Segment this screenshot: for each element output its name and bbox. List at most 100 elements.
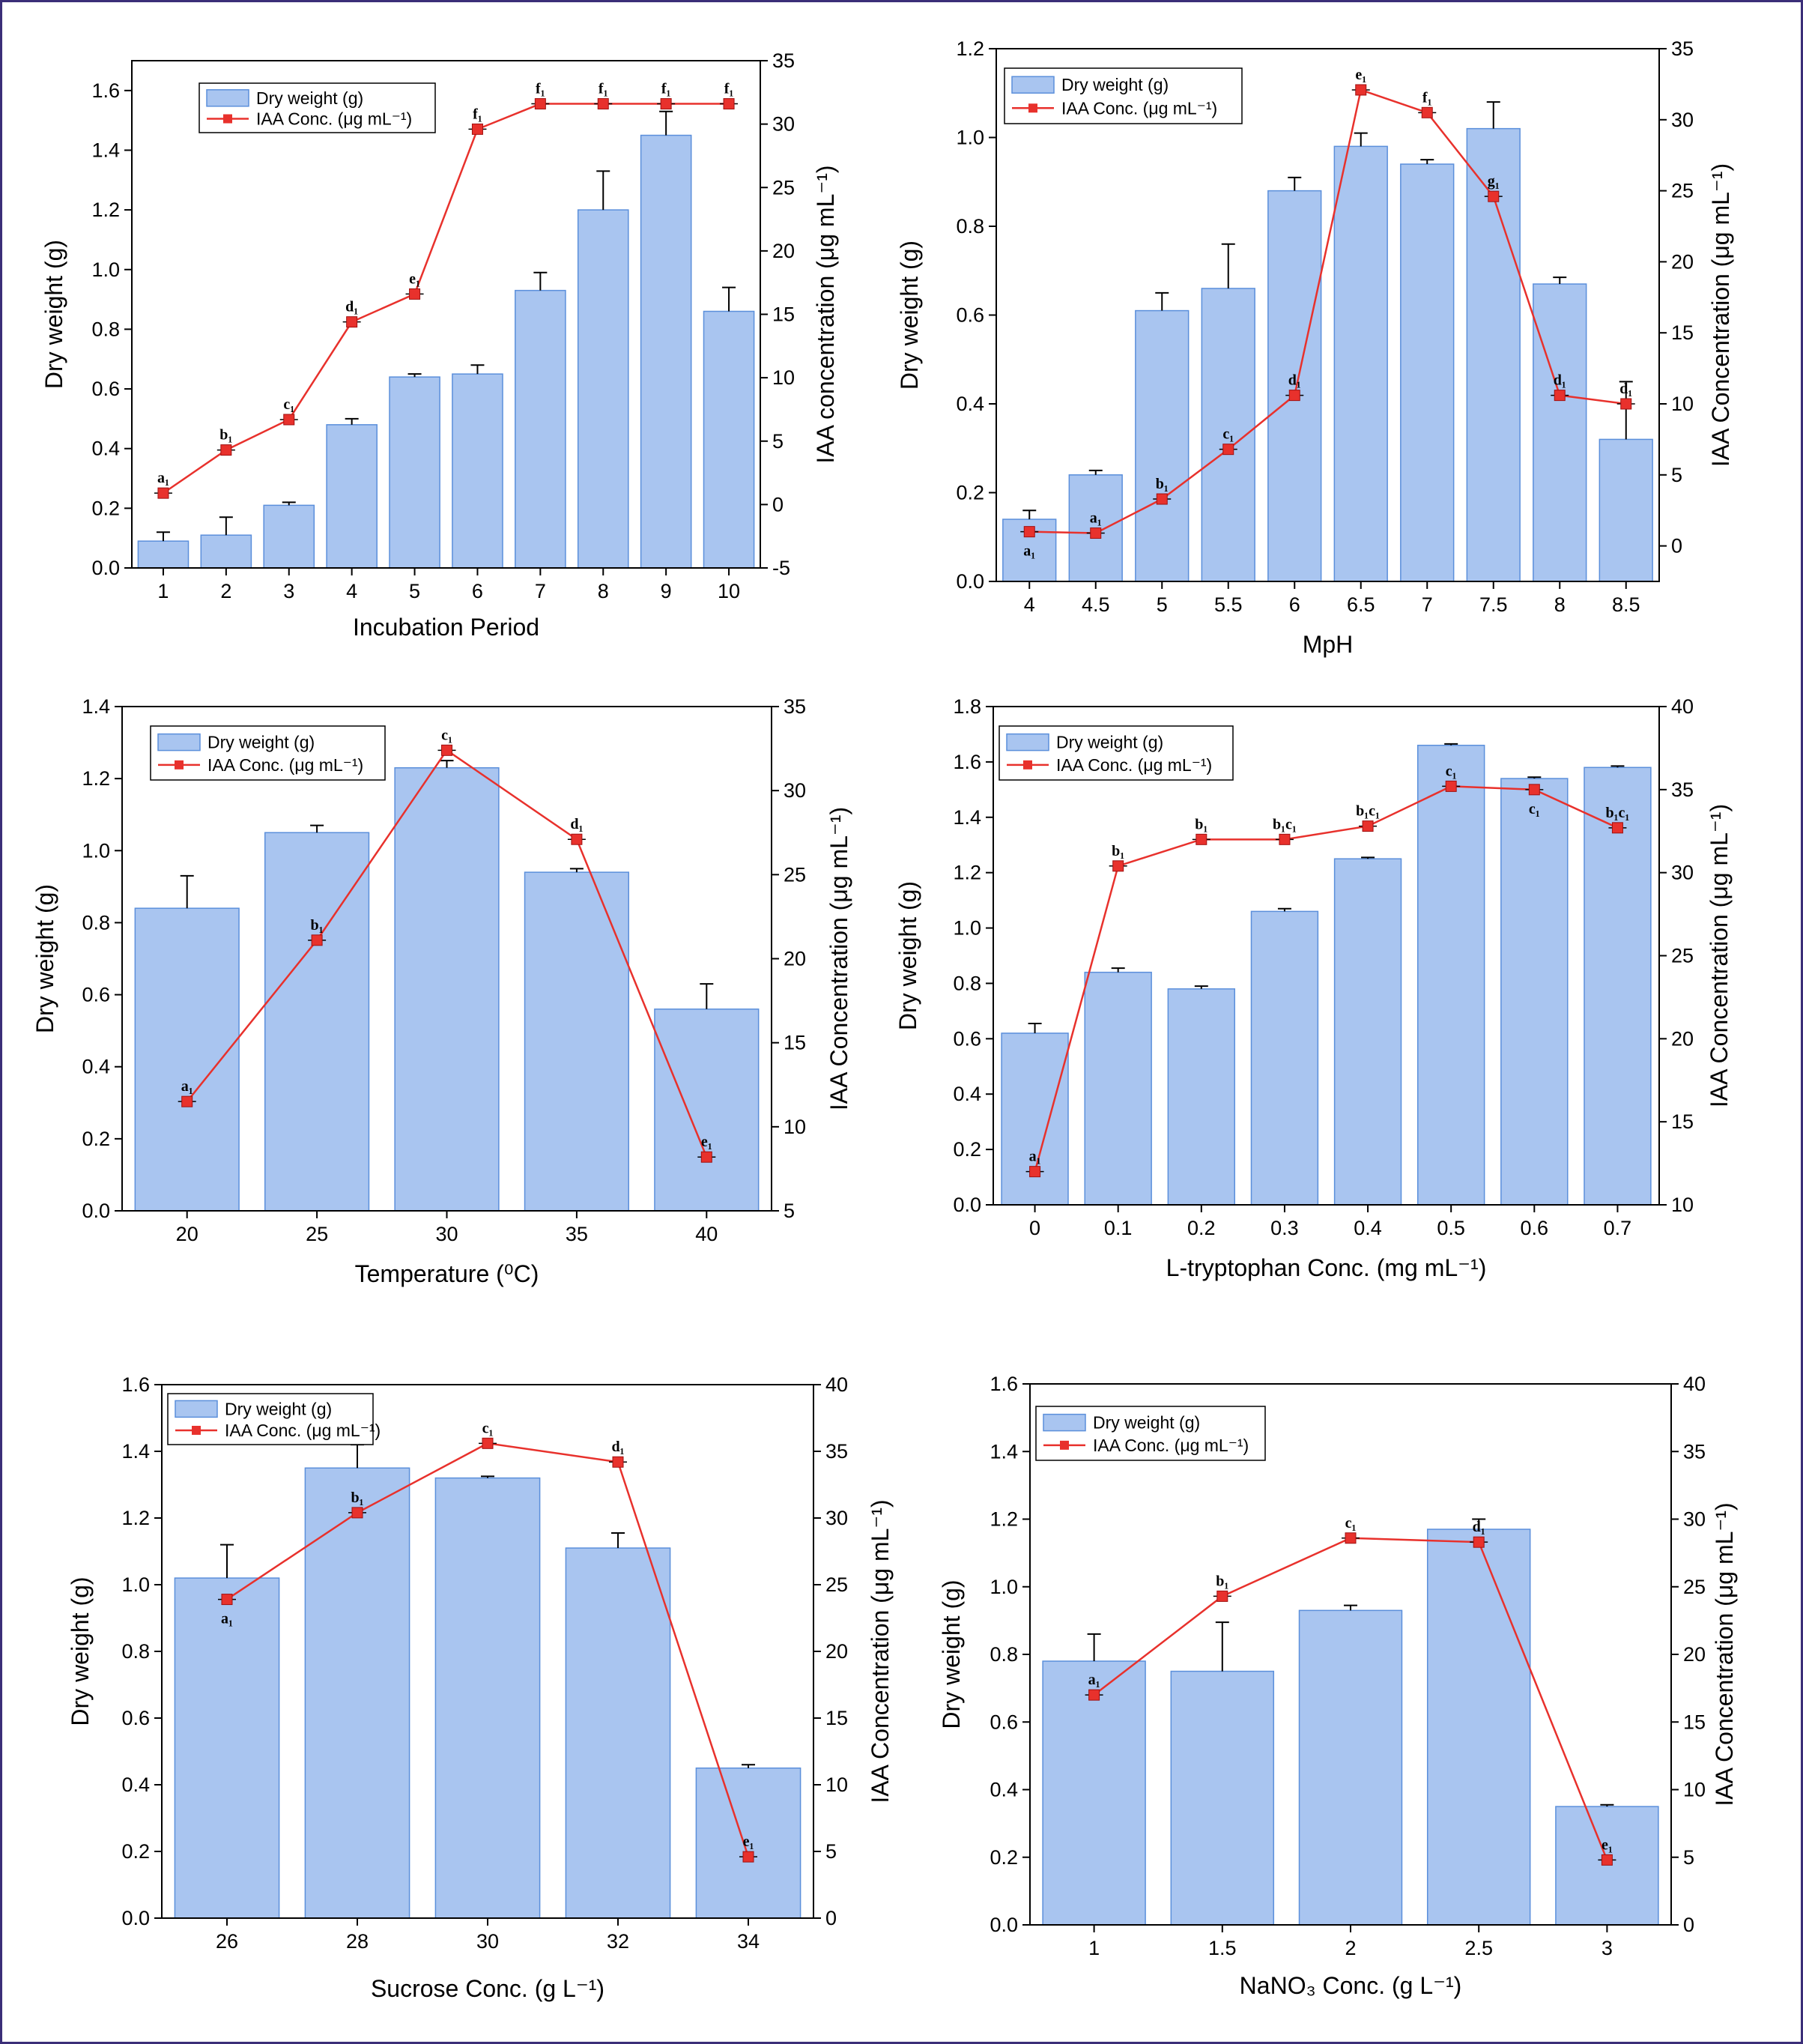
iaa-point <box>597 98 609 110</box>
y2-tick-label: 0 <box>1671 535 1682 557</box>
bar <box>1533 283 1587 582</box>
x-tick-label: 10 <box>718 580 740 602</box>
iaa-series-line <box>1029 88 1626 534</box>
y2-tick-label: 15 <box>1683 1711 1706 1733</box>
iaa-point <box>571 833 583 845</box>
bar <box>1400 163 1455 582</box>
iaa-point <box>660 98 672 110</box>
chart-panel-1: 0.00.20.40.60.81.01.21.41.6-505101520253… <box>40 49 839 641</box>
y-tick-label: 1.2 <box>121 1507 150 1529</box>
y2-tick-label: 35 <box>1683 1440 1706 1463</box>
y-tick-label: 1.0 <box>956 127 984 149</box>
x-tick-label: 7 <box>535 580 546 602</box>
y-tick-label: 0.6 <box>91 378 120 400</box>
iaa-point <box>1216 1590 1228 1602</box>
bar <box>1250 910 1319 1206</box>
significance-label: e₁ <box>409 270 420 287</box>
legend-line-label: IAA Conc. (μg mL⁻¹) <box>1093 1436 1249 1455</box>
legend-bar-label: Dry weight (g) <box>256 88 363 108</box>
y2-tick-label: 0 <box>772 493 784 515</box>
legend-bar-swatch <box>206 89 249 107</box>
x-tick-label: 2.5 <box>1464 1937 1493 1959</box>
y2-tick-label: 40 <box>1671 695 1694 718</box>
significance-label: d₁ <box>1554 372 1566 389</box>
iaa-point <box>157 487 169 499</box>
y-tick-label: 0.0 <box>82 1200 110 1222</box>
y-tick-label: 1.6 <box>990 1373 1018 1395</box>
significance-label: d₁ <box>570 816 583 832</box>
y-tick-label: 1.2 <box>82 767 110 790</box>
iaa-point <box>723 98 735 110</box>
x-tick-label: 0.7 <box>1604 1217 1632 1239</box>
y-tick-label: 1.6 <box>121 1373 150 1396</box>
significance-label: d₁ <box>1288 372 1301 389</box>
significance-label: b₁ <box>1156 476 1169 492</box>
y-tick-label: 0.6 <box>990 1711 1018 1733</box>
significance-label: a₁ <box>1090 510 1102 527</box>
x-tick-label: 25 <box>306 1223 328 1245</box>
y2-tick-label: 25 <box>1671 180 1694 202</box>
y-tick-label: 0.6 <box>121 1707 150 1729</box>
x-tick-label: 8.5 <box>1612 593 1640 616</box>
significance-label: d₁ <box>345 299 358 315</box>
y-tick-label: 1.0 <box>91 258 120 281</box>
bar <box>695 1768 801 1919</box>
y-tick-label: 0.4 <box>956 393 984 415</box>
bar <box>1084 971 1152 1206</box>
y2-axis-label: IAA Concentration (μg mL⁻¹) <box>825 807 852 1110</box>
significance-label: c₁ <box>1345 1515 1357 1532</box>
iaa-point <box>221 1594 233 1606</box>
x-tick-label: 1 <box>1088 1937 1100 1959</box>
iaa-point <box>1421 106 1433 118</box>
chart-panel-5: 0.0 0.2 0.4 0.6 0.8 1.0 1.2 1.4 1.6 0 5 10 15 20 25 30 3… <box>67 1373 894 2002</box>
significance-label: c₁ <box>482 1420 494 1436</box>
y2-tick-label: 40 <box>825 1373 848 1396</box>
significance-label: c₁ <box>1222 426 1234 443</box>
y-tick-label: 1.2 <box>990 1508 1018 1531</box>
iaa-point <box>346 316 358 328</box>
significance-label: c₁ <box>283 396 294 413</box>
x-axis-label: Incubation Period <box>353 614 539 641</box>
significance-label: b₁ <box>1195 816 1207 832</box>
bar <box>304 1467 410 1919</box>
significance-label: g₁ <box>1488 173 1500 190</box>
x-tick-label: 6 <box>472 580 483 602</box>
y-axis-label: Dry weight (g) <box>894 881 921 1030</box>
bar <box>654 1009 760 1212</box>
x-tick-label: 1.5 <box>1208 1937 1237 1959</box>
y-tick-label: 0.4 <box>121 1774 150 1796</box>
legend-bar-swatch <box>1043 1413 1086 1432</box>
y2-tick-label: 10 <box>772 366 795 389</box>
x-tick-label: 6.5 <box>1347 593 1375 616</box>
y-tick-label: 1.2 <box>953 862 981 884</box>
x-tick-label: 32 <box>607 1930 629 1953</box>
bar <box>1001 1032 1069 1206</box>
x-axis-label: L-tryptophan Conc. (mg mL⁻¹) <box>1166 1254 1487 1281</box>
bar <box>640 134 692 569</box>
iaa-point <box>742 1851 754 1863</box>
significance-label: b₁ <box>1112 843 1124 859</box>
legend-line-label: IAA Conc. (μg mL⁻¹) <box>1061 98 1217 118</box>
iaa-point <box>612 1456 624 1468</box>
significance-label: b₁ <box>351 1490 363 1506</box>
iaa-point <box>409 288 421 300</box>
significance-label: e₁ <box>1355 67 1366 83</box>
y2-tick-label: 10 <box>1683 1779 1706 1801</box>
y2-tick-label: 25 <box>784 863 806 886</box>
x-tick-label: 4 <box>1024 593 1035 616</box>
significance-label: d₁ <box>1619 381 1632 397</box>
y2-tick-label: 10 <box>784 1116 806 1138</box>
iaa-point <box>1362 820 1374 832</box>
significance-label: d₁ <box>611 1439 624 1455</box>
y2-tick-label: 20 <box>1671 1027 1694 1050</box>
y-tick-label: 1.8 <box>953 695 981 718</box>
legend-bar-swatch <box>1011 76 1055 94</box>
y-tick-label: 0.2 <box>990 1846 1018 1869</box>
x-tick-label: 0.1 <box>1104 1217 1133 1239</box>
bar <box>1298 1609 1403 1926</box>
iaa-point <box>1355 84 1367 96</box>
significance-label: f₁ <box>661 81 671 97</box>
significance-label: f₁ <box>599 81 608 97</box>
y2-tick-label: 30 <box>772 113 795 136</box>
